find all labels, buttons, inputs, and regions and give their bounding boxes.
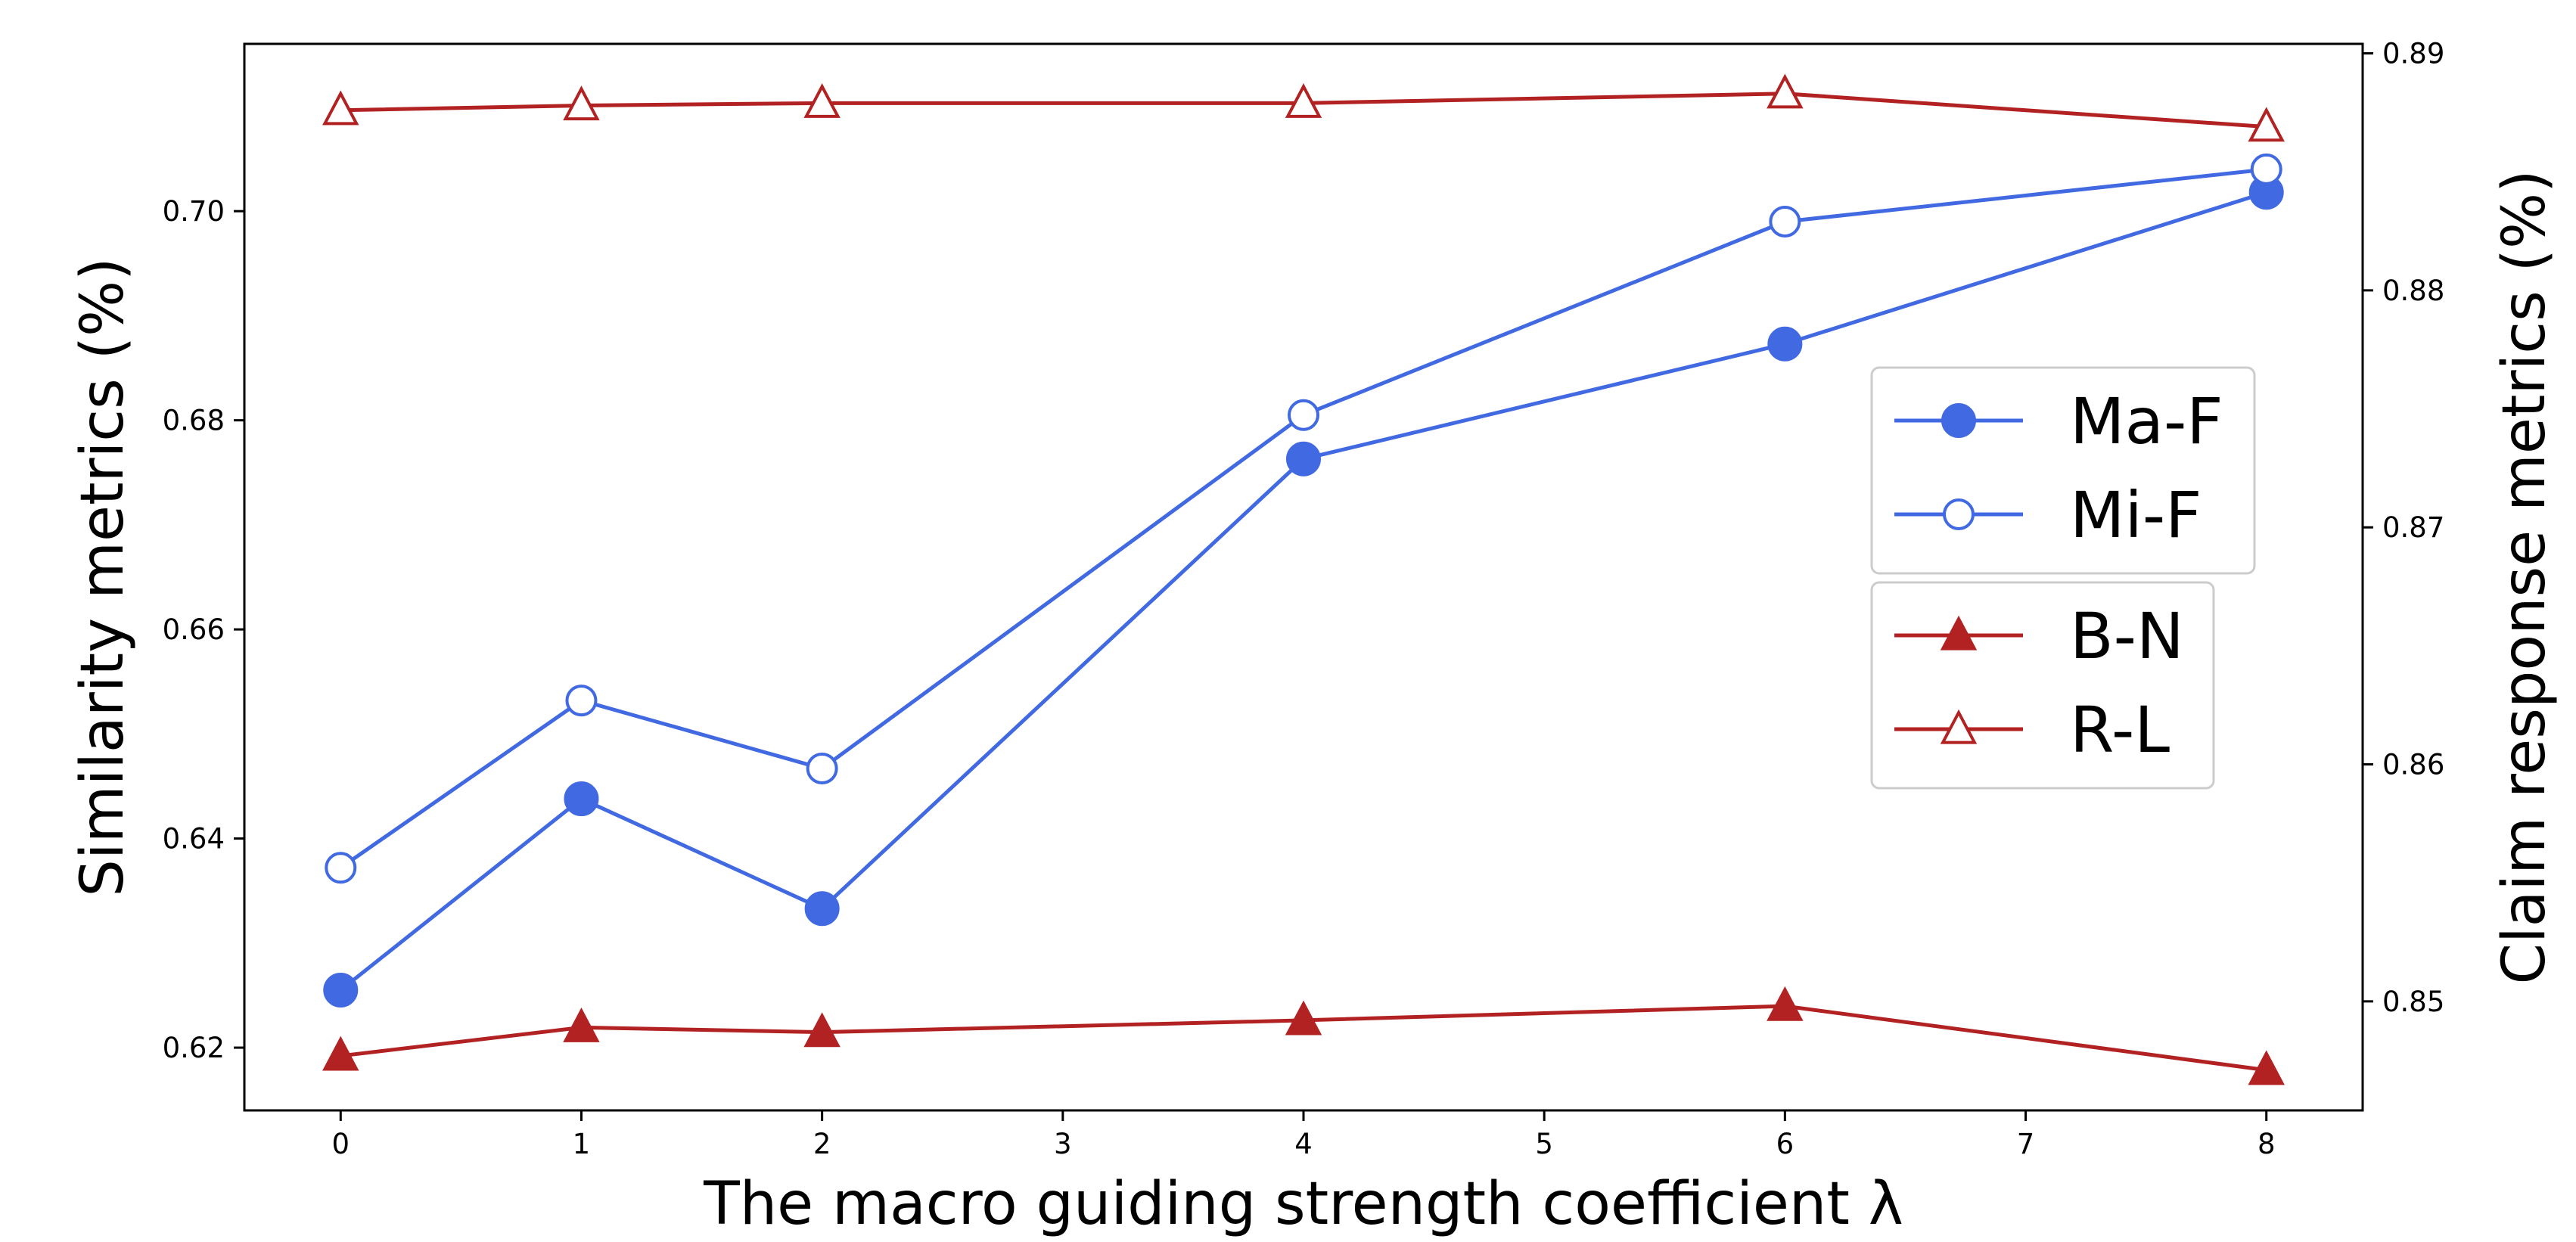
plot-frame — [243, 42, 2364, 1112]
right-y-axis-title: Claim response metrics (%) — [2491, 169, 2559, 984]
data-point-r-l — [322, 90, 359, 126]
data-point-ma-f — [804, 891, 840, 927]
right-y-tick-label: 0.86 — [2382, 749, 2444, 781]
data-point-r-l — [563, 85, 600, 121]
right-y-axis: 0.85 0.86 0.87 0.88 0.89 — [2363, 38, 2444, 1018]
legend-entry-mi-f: Mi-F — [1894, 478, 2202, 552]
data-point-r-l — [803, 83, 841, 118]
data-point-mi-f — [1288, 399, 1319, 431]
x-tick-label: 1 — [573, 1128, 591, 1160]
legend: Ma-F Mi-F B-N R-L — [1870, 366, 2256, 790]
data-point-b-n — [2248, 1050, 2285, 1085]
x-tick-label: 2 — [813, 1128, 831, 1160]
right-y-tick-label: 0.89 — [2382, 38, 2444, 70]
x-tick-label: 8 — [2257, 1128, 2276, 1160]
data-point-mi-f — [2250, 153, 2282, 185]
legend-marker — [1943, 498, 1975, 530]
data-point-ma-f — [1767, 326, 1803, 362]
x-tick-label: 4 — [1294, 1128, 1313, 1160]
x-axis: 0 1 2 3 4 5 6 7 8 — [331, 1110, 2276, 1160]
data-point-b-n — [1285, 1000, 1322, 1036]
x-tick-label: 7 — [2017, 1128, 2035, 1160]
series-b-n — [322, 986, 2285, 1085]
x-axis-title: The macro guiding strength coefficient λ — [703, 1170, 1903, 1238]
data-point-b-n — [1767, 986, 1804, 1021]
left-y-axis-title: Similarity metrics (%) — [69, 257, 137, 896]
data-point-mi-f — [565, 685, 598, 717]
x-tick-label: 3 — [1054, 1128, 1072, 1160]
legend-entry-ma-f: Ma-F — [1894, 384, 2223, 458]
legend-marker — [1940, 709, 1978, 744]
data-point-ma-f — [1286, 441, 1321, 477]
right-y-tick-label: 0.88 — [2382, 275, 2444, 307]
legend-label: Ma-F — [2070, 384, 2223, 458]
data-point-mi-f — [1769, 206, 1801, 238]
right-y-tick-label: 0.87 — [2382, 511, 2444, 544]
legend-marker — [1941, 403, 1976, 438]
legend-entry-b-n: B-N — [1894, 599, 2184, 673]
legend-marker — [1940, 615, 1978, 650]
data-point-r-l — [2248, 107, 2285, 142]
data-point-r-l — [1285, 83, 1322, 118]
series-line-mi-f — [339, 167, 2267, 870]
left-y-tick-label: 0.66 — [163, 613, 225, 646]
data-point-mi-f — [806, 752, 838, 784]
series-line-r-l — [340, 92, 2267, 129]
legend-entry-r-l: R-L — [1894, 693, 2170, 767]
left-y-tick-label: 0.64 — [163, 823, 225, 855]
x-tick-label: 0 — [331, 1128, 350, 1160]
series-line-b-n — [340, 1004, 2267, 1073]
left-y-tick-label: 0.70 — [163, 195, 225, 228]
data-point-b-n — [322, 1036, 359, 1071]
series-ma-f — [323, 175, 2284, 1008]
left-y-tick-label: 0.62 — [163, 1032, 225, 1064]
x-tick-label: 6 — [1776, 1128, 1794, 1160]
left-y-tick-label: 0.68 — [163, 405, 225, 437]
series-mi-f — [325, 153, 2282, 884]
legend-label: B-N — [2070, 599, 2184, 673]
x-tick-label: 5 — [1535, 1128, 1553, 1160]
right-y-tick-label: 0.85 — [2382, 986, 2444, 1018]
data-point-mi-f — [325, 852, 357, 884]
data-point-ma-f — [323, 973, 359, 1008]
data-point-r-l — [1767, 73, 1804, 109]
legend-label: R-L — [2070, 693, 2170, 767]
series-layer — [322, 73, 2285, 1085]
data-point-ma-f — [564, 781, 599, 817]
series-line-ma-f — [339, 190, 2267, 992]
data-point-b-n — [563, 1008, 600, 1042]
series-r-l — [322, 73, 2285, 142]
legend-label: Mi-F — [2070, 478, 2202, 552]
data-point-b-n — [803, 1012, 841, 1048]
left-y-axis: 0.62 0.64 0.66 0.68 0.70 — [163, 195, 244, 1064]
